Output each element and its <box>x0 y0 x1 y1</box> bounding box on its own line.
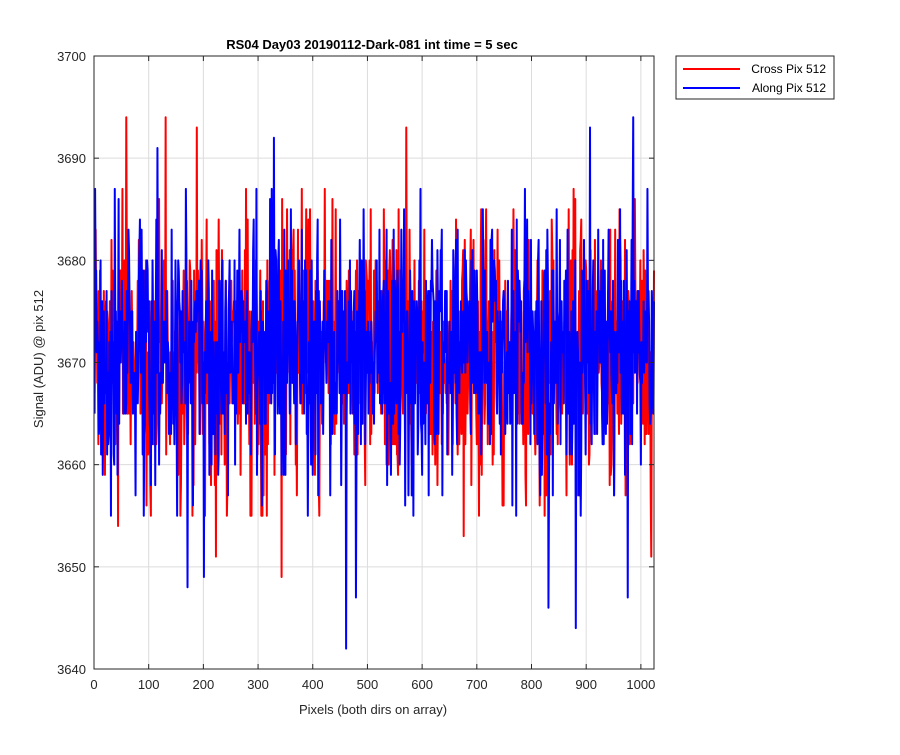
y-tick-label: 3660 <box>57 458 86 473</box>
legend-label-cross: Cross Pix 512 <box>751 62 826 76</box>
x-tick-label: 1000 <box>626 677 655 692</box>
legend-label-along: Along Pix 512 <box>752 81 826 95</box>
legend-box <box>675 55 835 100</box>
y-axis-label: Signal (ADU) @ pix 512 <box>31 290 46 428</box>
y-tick-label: 3670 <box>57 356 86 371</box>
legend[interactable]: Cross Pix 512 Along Pix 512 <box>675 55 835 100</box>
x-tick-label: 100 <box>138 677 160 692</box>
x-tick-label: 600 <box>411 677 433 692</box>
x-tick-label: 300 <box>247 677 269 692</box>
x-tick-label: 0 <box>90 677 97 692</box>
y-tick-label: 3680 <box>57 253 86 268</box>
ticks: 0 100 200 300 400 500 600 700 800 900 1000 3640 3650… <box>57 49 655 692</box>
x-tick-label: 500 <box>357 677 379 692</box>
x-tick-label: 400 <box>302 677 324 692</box>
series-line-along-pix-512 <box>93 116 655 650</box>
x-tick-label: 200 <box>193 677 215 692</box>
plot-area <box>93 116 655 650</box>
y-tick-label: 3690 <box>57 151 86 166</box>
y-tick-label: 3700 <box>57 49 86 64</box>
x-tick-label: 900 <box>575 677 597 692</box>
y-tick-label: 3640 <box>57 662 86 677</box>
y-tick-label: 3650 <box>57 560 86 575</box>
x-tick-label: 800 <box>521 677 543 692</box>
chart-title: RS04 Day03 20190112-Dark-081 int time = … <box>226 37 518 52</box>
x-tick-label: 700 <box>466 677 488 692</box>
x-axis-label: Pixels (both dirs on array) <box>299 702 447 717</box>
